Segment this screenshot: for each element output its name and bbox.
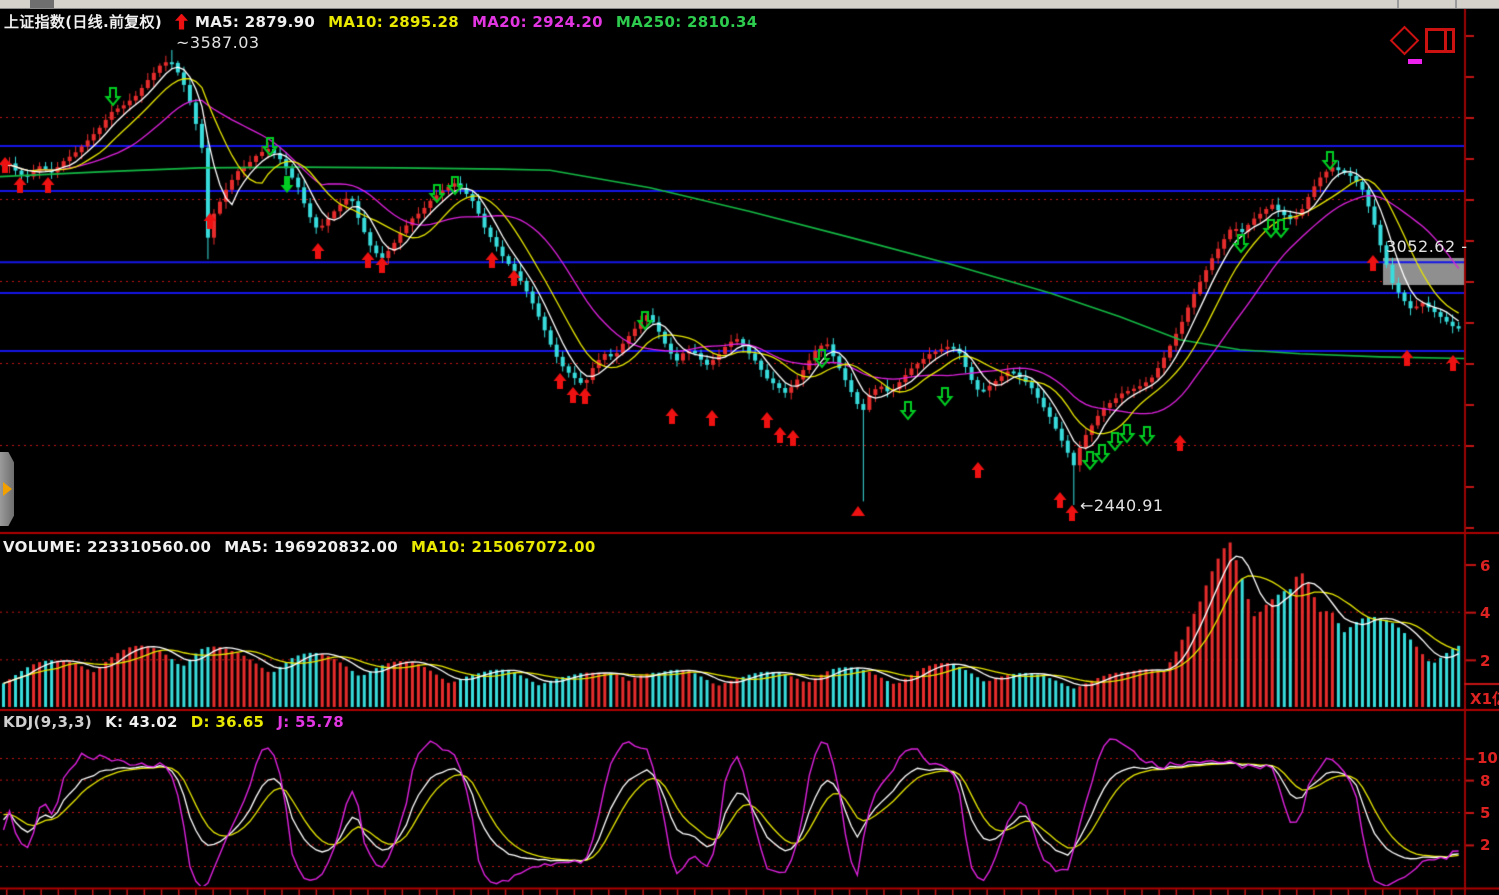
kdj-axis-tick-80: 8: [1480, 772, 1491, 790]
kdj-pane-header: KDJ(9,3,3) K: 43.02 D: 36.65 J: 55.78: [3, 713, 344, 731]
ma20-value: MA20: 2924.20: [472, 12, 603, 31]
sidebar-collapse-handle[interactable]: [0, 452, 14, 526]
volume-unit-label: X1亿: [1470, 690, 1499, 708]
kdj-d-value: D: 36.65: [190, 713, 265, 731]
kdj-axis-tick-20: 2: [1480, 836, 1491, 854]
peak-price-annotation: ~3587.03: [176, 33, 260, 52]
volume-axis-tick-6: 6: [1480, 557, 1491, 575]
window-top-strip: [0, 0, 1499, 9]
ma5-value: MA5: 2879.90: [195, 12, 316, 31]
expand-arrow-icon: [2, 482, 12, 496]
kdj-k-value: K: 43.02: [105, 713, 178, 731]
main-pane-header: 上证指数(日线.前复权) MA5: 2879.90 MA10: 2895.28 …: [4, 11, 757, 32]
kdj-axis-tick-100: 10: [1477, 749, 1498, 767]
selection-dash-icon: [1408, 59, 1422, 64]
diamond-icon[interactable]: [1389, 25, 1420, 56]
strip-separator: [1455, 0, 1457, 8]
strip-separator: [1397, 0, 1399, 8]
symbol-title: 上证指数(日线.前复权): [4, 13, 163, 31]
kdj-axis-tick-50: 5: [1480, 804, 1491, 822]
up-arrow-icon: [175, 13, 189, 30]
volume-ma10-value: MA10: 215067072.00: [411, 538, 596, 556]
ma10-value: MA10: 2895.28: [328, 12, 459, 31]
volume-ma5-value: MA5: 196920832.00: [224, 538, 399, 556]
volume-pane-header: VOLUME: 223310560.00 MA5: 196920832.00 M…: [3, 538, 596, 556]
window-layout-icon[interactable]: [1425, 28, 1455, 53]
trough-price-annotation: ←2440.91: [1080, 496, 1164, 515]
kdj-label: KDJ(9,3,3): [3, 713, 93, 731]
toolbar-notch: [30, 0, 54, 8]
level-price-annotation: 3052.62 -: [1386, 237, 1468, 256]
kdj-j-value: J: 55.78: [277, 713, 344, 731]
window-pane-bar: [1444, 31, 1447, 50]
volume-axis-tick-4: 4: [1480, 604, 1491, 622]
volume-value: VOLUME: 223310560.00: [3, 538, 212, 556]
volume-axis-tick-2: 2: [1480, 652, 1491, 670]
chart-corner-controls: [1389, 25, 1455, 64]
ma250-value: MA250: 2810.34: [615, 12, 758, 31]
